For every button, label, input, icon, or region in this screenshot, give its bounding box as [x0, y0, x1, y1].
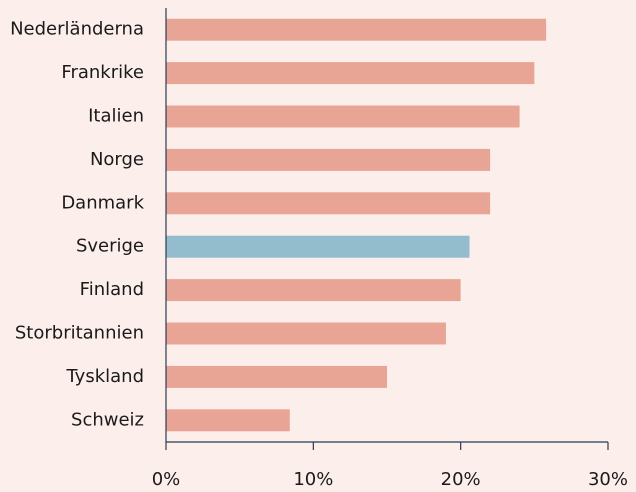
y-tick-label: Storbritannien: [15, 323, 144, 344]
bar: [166, 365, 387, 388]
bar: [166, 105, 520, 128]
bar: [166, 235, 470, 258]
y-tick-label: Schweiz: [71, 409, 144, 430]
y-tick-label: Sverige: [76, 236, 144, 257]
bar: [166, 279, 461, 302]
y-tick-label: Frankrike: [61, 62, 144, 83]
x-tick-label: 0%: [152, 469, 181, 490]
bar: [166, 62, 535, 85]
x-tick-label: 30%: [588, 469, 628, 490]
y-tick-label: Tyskland: [65, 366, 144, 387]
y-tick-label: Italien: [88, 106, 144, 127]
y-tick-label: Danmark: [61, 192, 144, 213]
bar: [166, 322, 446, 345]
y-tick-label: Finland: [80, 279, 144, 300]
bar: [166, 409, 290, 432]
bar: [166, 148, 491, 171]
y-tick-label: Norge: [90, 149, 144, 170]
bar: [166, 18, 547, 41]
y-tick-label: Nederländerna: [10, 19, 144, 40]
x-tick-label: 20%: [441, 469, 481, 490]
bar: [166, 192, 491, 215]
x-tick-label: 10%: [293, 469, 333, 490]
